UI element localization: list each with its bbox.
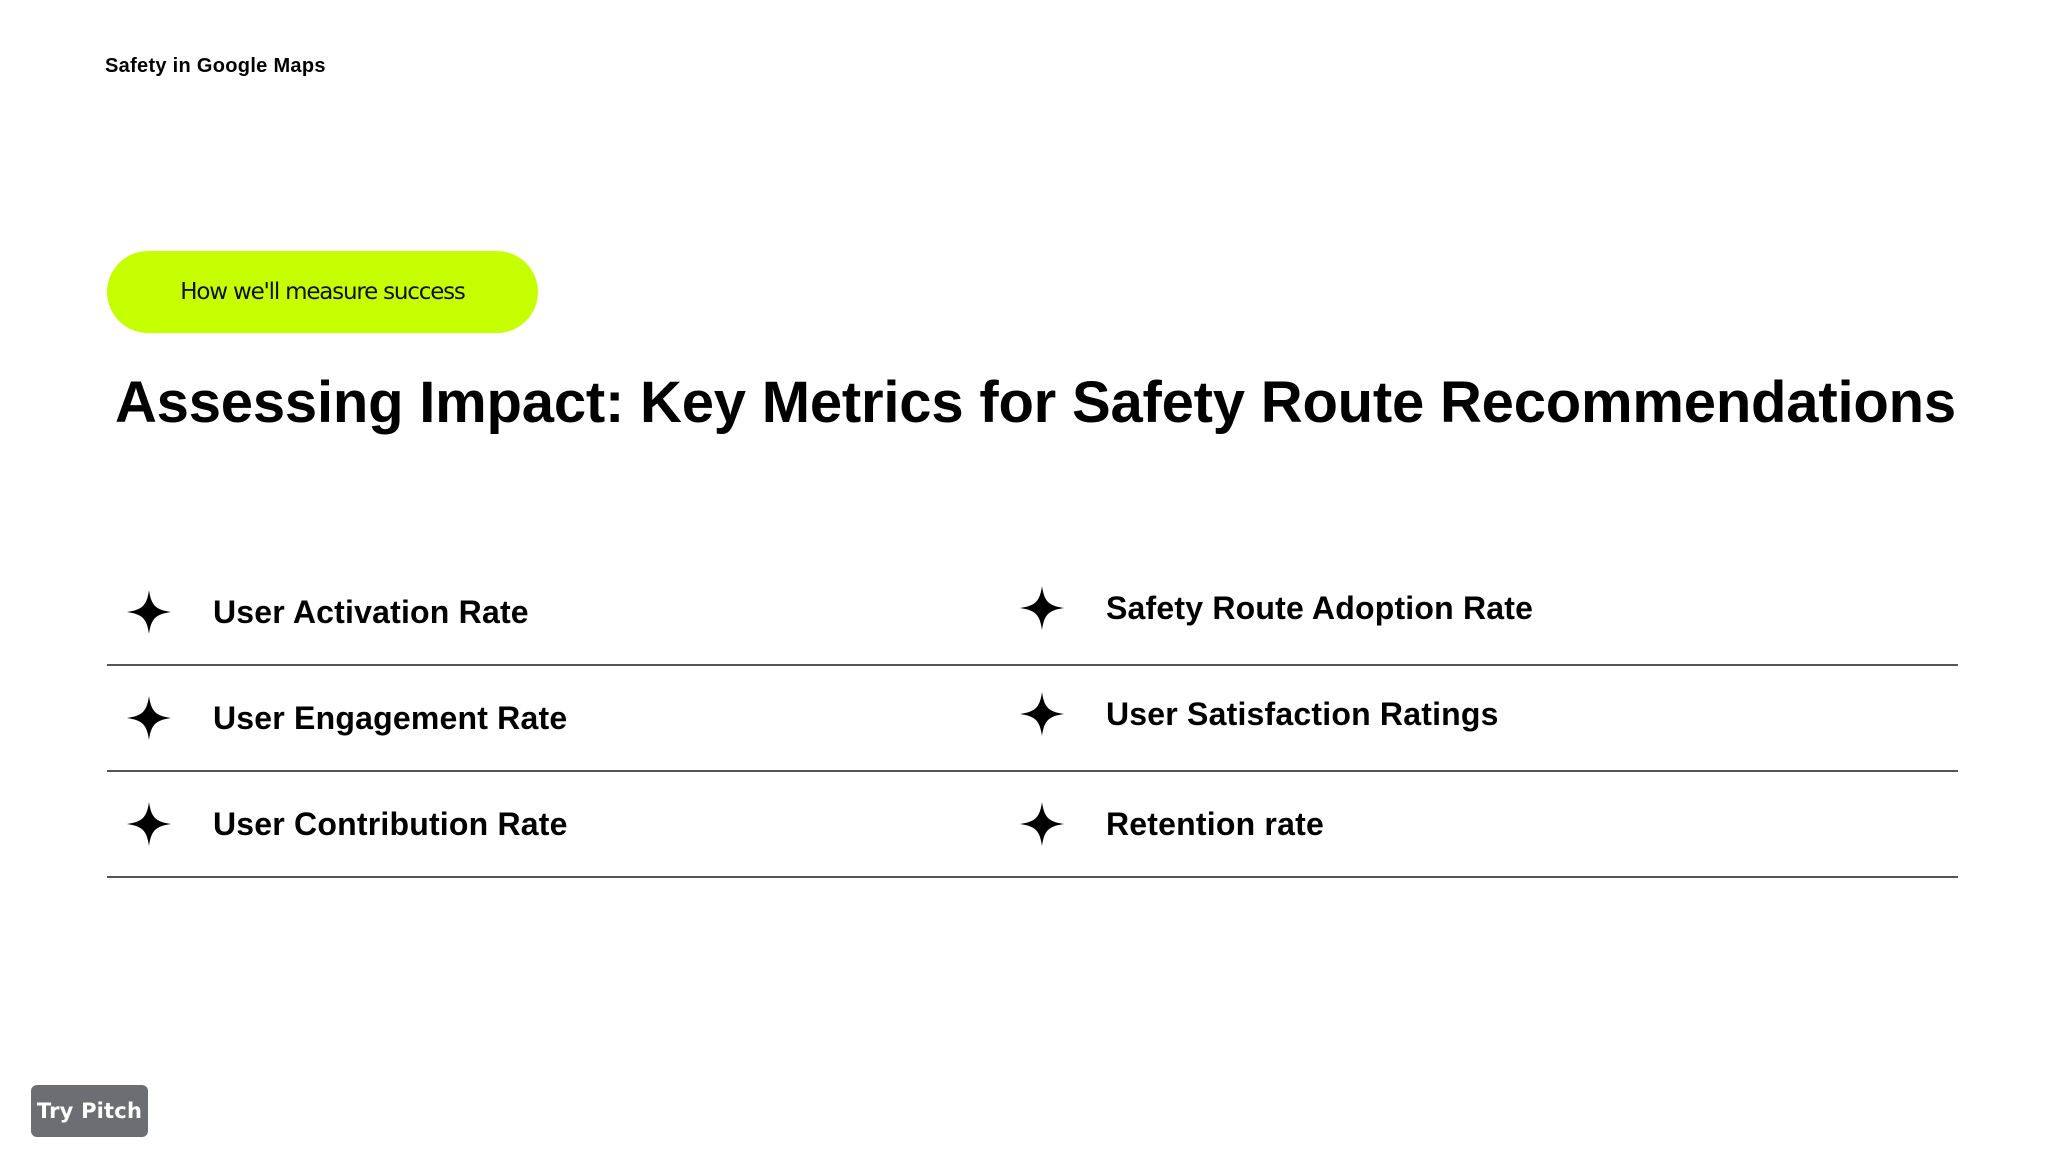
metric-item: Safety Route Adoption Rate [1020, 556, 1533, 660]
four-point-star-icon [1020, 802, 1064, 846]
try-pitch-button[interactable]: Try Pitch [31, 1085, 148, 1137]
metric-item: Retention rate [1020, 772, 1324, 876]
four-point-star-icon [127, 802, 171, 846]
section-tag: How we'll measure success [107, 251, 538, 333]
metric-item: User Activation Rate [127, 560, 529, 664]
metric-label: Retention rate [1106, 805, 1324, 842]
metric-row: User Engagement Rate User Satisfaction R… [107, 666, 1958, 772]
four-point-star-icon [127, 590, 171, 634]
four-point-star-icon [1020, 586, 1064, 630]
four-point-star-icon [1020, 692, 1064, 736]
metric-item: User Engagement Rate [127, 666, 567, 770]
metric-row: User Contribution Rate Retention rate [107, 772, 1958, 878]
deck-title: Safety in Google Maps [105, 55, 326, 77]
metric-label: Safety Route Adoption Rate [1106, 589, 1534, 626]
four-point-star-icon [127, 696, 171, 740]
metric-row: User Activation Rate Safety Route Adopti… [107, 560, 1958, 666]
metric-label: User Activation Rate [213, 593, 529, 630]
slide-headline: Assessing Impact: Key Metrics for Safety… [115, 370, 1956, 435]
metric-label: User Engagement Rate [213, 699, 568, 736]
section-tag-label: How we'll measure success [180, 279, 466, 305]
metric-item: User Contribution Rate [127, 772, 568, 876]
metric-label: User Contribution Rate [213, 805, 568, 842]
metric-item: User Satisfaction Ratings [1020, 662, 1499, 766]
metric-label: User Satisfaction Ratings [1106, 695, 1499, 732]
metrics-list: User Activation Rate Safety Route Adopti… [107, 560, 1958, 878]
